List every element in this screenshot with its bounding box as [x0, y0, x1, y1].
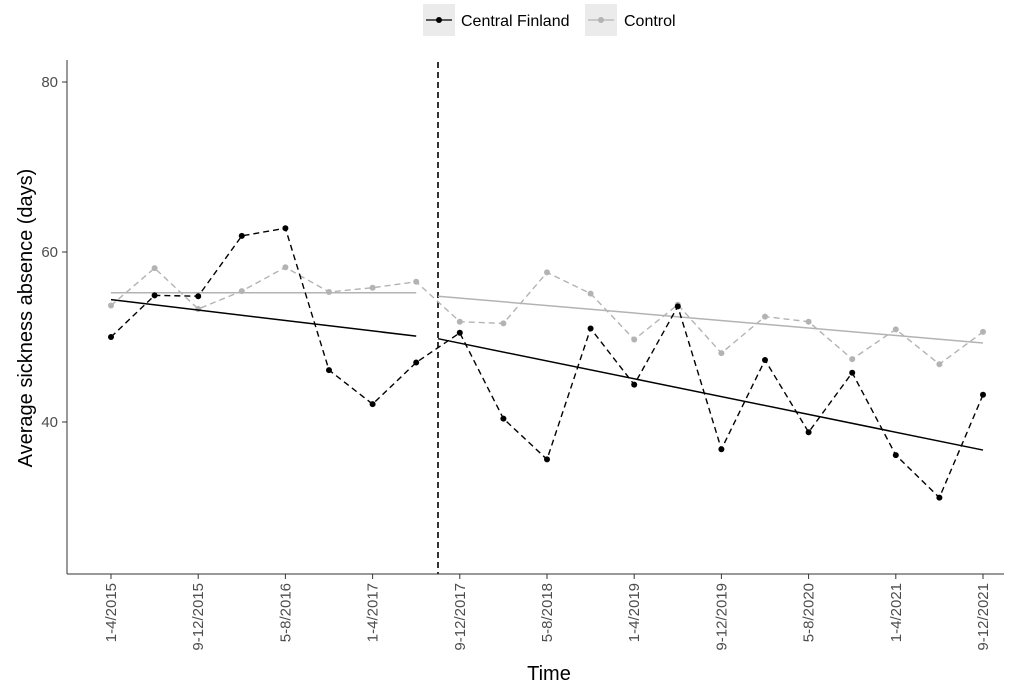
x-tick-label: 9-12/2021: [975, 583, 992, 651]
x-tick-label: 9-12/2015: [190, 583, 207, 651]
data-point-central-finland: [500, 415, 507, 422]
data-point-central-finland: [805, 429, 812, 436]
x-axis-title: Time: [527, 663, 571, 685]
x-tick-label: 5-8/2016: [277, 583, 294, 642]
data-point-control: [413, 278, 420, 285]
data-point-control: [238, 288, 245, 295]
data-point-central-finland: [456, 329, 463, 336]
data-point-control: [936, 361, 943, 368]
data-point-control: [631, 336, 638, 343]
x-tick-label: 5-8/2018: [539, 583, 556, 642]
y-tick-label: 40: [41, 414, 58, 431]
data-point-control: [369, 284, 376, 291]
y-tick-label: 80: [41, 74, 58, 91]
data-point-control: [500, 320, 507, 327]
data-point-control: [151, 265, 158, 272]
x-tick-label: 5-8/2020: [801, 583, 818, 642]
data-point-control: [108, 302, 114, 309]
data-point-central-finland: [108, 334, 114, 340]
data-point-control: [326, 288, 332, 295]
data-point-control: [980, 328, 986, 335]
x-tick-label: 9-12/2017: [452, 583, 469, 651]
data-point-central-finland: [849, 369, 856, 376]
legend-label-control: Control: [624, 13, 676, 30]
y-axis-title: Average sickness absence (days): [15, 169, 37, 468]
legend-key-point-central-finland: [436, 17, 442, 23]
data-point-control: [805, 318, 812, 325]
data-point-central-finland: [151, 292, 158, 299]
trend-line-post-central-finland: [437, 337, 984, 451]
data-point-central-finland: [762, 356, 768, 363]
legend-label-central-finland: Central Finland: [461, 13, 570, 30]
data-point-central-finland: [936, 494, 943, 501]
data-point-control: [718, 350, 725, 357]
data-point-central-finland: [195, 293, 202, 300]
x-tick-label: 1-4/2015: [103, 583, 120, 642]
data-point-central-finland: [282, 225, 289, 232]
x-tick-label: 1-4/2017: [365, 583, 382, 642]
trend-line-post-control: [437, 295, 984, 344]
data-point-control: [587, 290, 594, 297]
data-point-central-finland: [674, 303, 681, 310]
data-point-control: [195, 305, 202, 312]
data-point-central-finland: [238, 232, 245, 239]
data-point-central-finland: [718, 446, 725, 453]
trend-line-pre-central-finland: [110, 298, 417, 337]
x-tick-label: 1-4/2021: [888, 583, 905, 642]
x-tick-label: 9-12/2019: [713, 583, 730, 651]
data-point-central-finland: [544, 456, 550, 463]
y-tick-label: 60: [41, 244, 58, 261]
data-point-control: [762, 313, 768, 320]
data-point-control: [544, 269, 550, 276]
legend-key-point-control: [598, 17, 604, 23]
data-point-control: [849, 356, 856, 363]
data-point-control: [892, 326, 899, 333]
x-axis-ticks: 1-4/2015 9-12/2015 5-8/2016 1-4/2017 9-12/20…: [103, 574, 992, 651]
legend: Central Finland Control: [423, 4, 676, 36]
data-point-control: [456, 318, 463, 325]
data-point-central-finland: [587, 325, 594, 332]
data-point-central-finland: [631, 381, 638, 388]
y-axis-ticks: 40 60 80: [41, 74, 67, 431]
plot-area: [108, 62, 986, 574]
data-point-central-finland: [326, 367, 332, 374]
data-point-central-finland: [980, 391, 986, 398]
data-point-central-finland: [369, 401, 376, 408]
data-point-central-finland: [892, 452, 899, 459]
data-point-control: [282, 264, 289, 271]
data-point-central-finland: [413, 359, 420, 366]
x-tick-label: 1-4/2019: [626, 583, 643, 642]
